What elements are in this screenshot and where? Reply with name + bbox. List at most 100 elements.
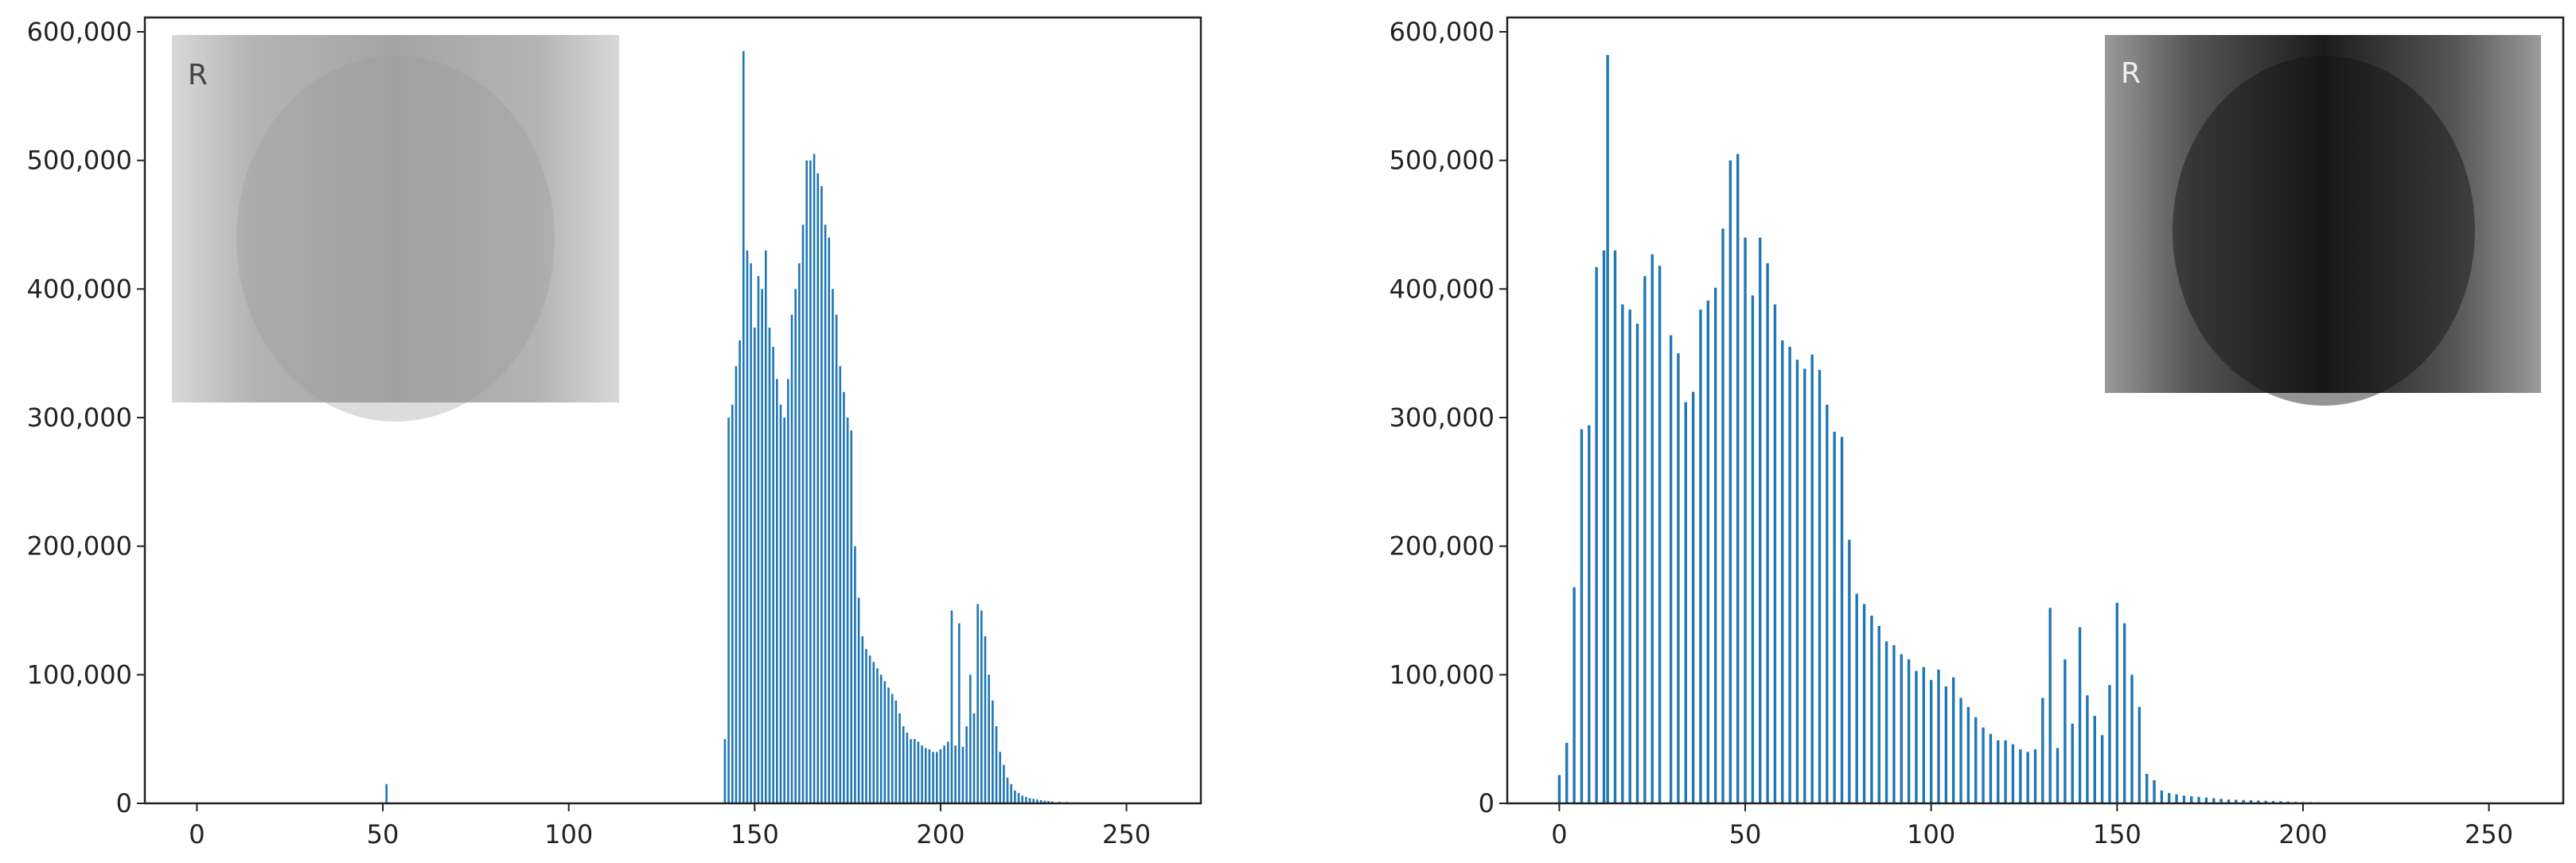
histogram-bar [961,746,965,803]
histogram-bar [723,739,727,803]
histogram-bar [1788,347,1791,804]
histogram-bar [995,726,998,803]
x-tick-label: 250 [1102,819,1151,849]
histogram-bar [1810,354,1814,803]
histogram-bar [1588,425,1591,803]
histogram-bar [1669,335,1673,803]
histogram-bar [2197,796,2200,803]
histogram-bar [1613,250,1617,804]
histogram-bar [2048,608,2052,803]
histogram-bar [865,649,867,803]
histogram-bar [1989,733,1993,803]
histogram-bar [2257,800,2260,803]
histogram-bar [1759,237,1762,803]
histogram-bar [861,636,864,803]
histogram-bar [1565,743,1569,803]
histogram-bar [2249,800,2253,803]
histogram-bar [1877,625,1880,803]
histogram-bar [1966,706,1970,803]
xray-chest-shadow-left [236,56,555,422]
histogram-bar [1781,340,1784,803]
histogram-bar [1602,250,1606,804]
histogram-bar [2041,698,2044,803]
histogram-bar [921,745,923,803]
histogram-bar [1677,353,1680,803]
histogram-bar [2064,659,2067,803]
histogram-bar [928,749,931,803]
histogram-bar [794,289,797,804]
histogram-bar [1773,304,1777,804]
histogram-bar [1017,793,1020,803]
histogram-left: R 0 100,000 200,000 300,000 400,000 500,000 60… [27,16,1202,849]
histogram-bar [2153,779,2156,803]
histogram-bar [2122,623,2126,803]
histogram-bar [1006,777,1009,803]
histogram-bar [2182,795,2186,803]
histogram-bar [1959,698,1962,803]
histogram-bar [816,173,820,803]
x-axis-right: 0 50 100 150 200 250 [1551,803,2513,849]
histogram-bar [1915,671,1918,803]
histogram-bar [2175,794,2178,803]
histogram-bar [2271,801,2275,803]
histogram-bar [2279,801,2282,803]
histogram-bar [1699,309,1702,803]
histogram-bar [1039,799,1042,803]
y-tick-label: 100,000 [1389,659,1495,690]
histogram-bar [809,160,812,804]
histogram-bar [890,694,894,803]
histogram-right: R 0 100,000 200,000 300,000 400,000 500,000 60… [1389,16,2565,849]
histogram-bar [954,745,957,803]
histogram-bar [820,186,823,803]
histogram-bar [906,733,909,803]
histogram-bar [1014,790,1016,803]
histogram-bar [1047,801,1050,803]
histogram-bar [1952,677,1955,803]
histogram-bar [1635,323,1639,804]
histogram-bar [2108,685,2111,803]
histogram-bar [943,745,945,803]
histogram-bar [935,752,938,803]
histogram-bar [2190,796,2193,803]
histogram-bar [1944,686,1948,803]
histogram-bar [857,597,860,803]
histogram-bar [2168,793,2171,803]
bars-right [1557,55,2505,804]
histogram-bar [1900,654,1903,803]
histogram-bar [1721,228,1724,804]
histogram-bar [2004,740,2007,803]
y-tick-label: 0 [116,788,132,818]
histogram-bar [790,314,793,803]
histogram-bar [883,681,887,803]
y-tick-label: 100,000 [27,659,132,690]
inset-image-right: R [2105,35,2541,406]
histogram-bar [2160,790,2164,803]
histogram-bar [1595,266,1598,804]
histogram-bar [980,610,983,803]
y-tick-label: 500,000 [27,146,132,176]
y-tick-label: 300,000 [1389,402,1495,433]
histogram-bar [910,739,912,803]
x-tick-label: 150 [731,819,779,849]
xray-thumbnail-left [172,35,619,402]
x-tick-label: 100 [544,819,593,849]
histogram-bar [879,674,883,803]
histogram-bar [1706,300,1710,803]
histogram-bar [757,276,760,803]
histogram-bar [2086,695,2089,803]
histogram-bar [2242,799,2245,803]
y-tick-label: 400,000 [27,274,132,304]
histogram-bar [1643,276,1647,803]
x-tick-label: 50 [367,819,399,849]
histogram-bar [846,418,849,803]
histogram-bar [1036,799,1039,803]
y-tick-label: 400,000 [1389,274,1495,304]
histogram-bar [787,379,789,803]
histogram-bar [779,404,782,803]
histogram-bar [843,391,845,803]
histogram-bar [1658,266,1662,804]
histogram-bar [1621,304,1624,804]
histogram-bar [2219,799,2223,803]
histogram-bar [984,636,987,803]
xray-chest-shadow-right [2173,56,2475,406]
